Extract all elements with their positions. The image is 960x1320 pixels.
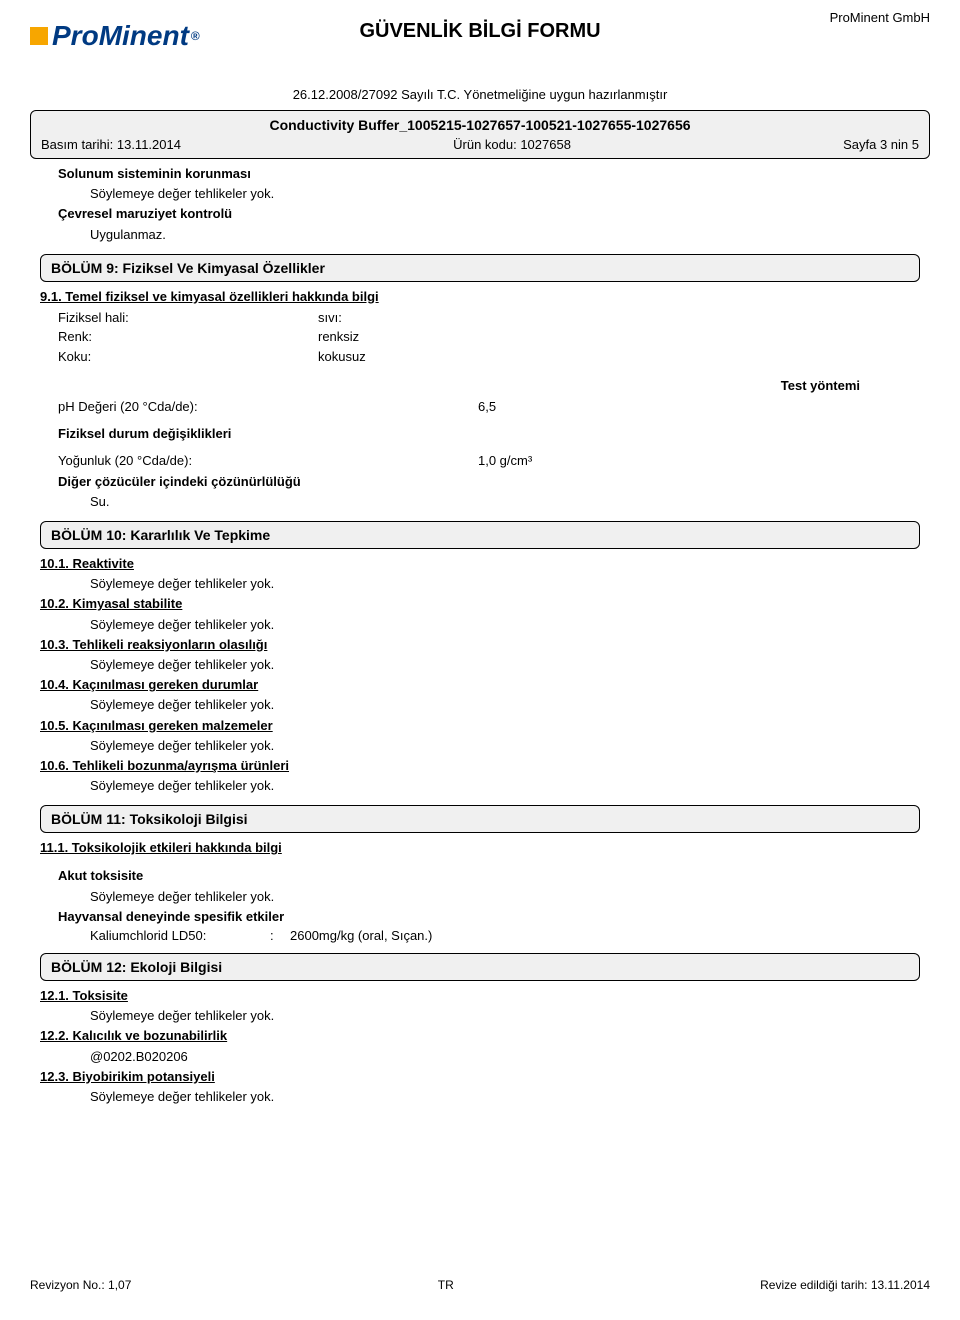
section-12-1: 12.1. Toksisite bbox=[40, 987, 920, 1005]
section-12-header: BÖLÜM 12: Ekoloji Bilgisi bbox=[40, 953, 920, 981]
physical-state-label: Fiziksel hali: bbox=[58, 308, 318, 328]
page-number: Sayfa 3 nin 5 bbox=[843, 137, 919, 152]
section-10-6: 10.6. Tehlikeli bozunma/ayrışma ürünleri bbox=[40, 757, 920, 775]
footer-revised: Revize edildiği tarih: 13.11.2014 bbox=[760, 1278, 930, 1292]
regulation-line: 26.12.2008/27092 Sayılı T.C. Yönetmeliği… bbox=[30, 87, 930, 102]
physical-state-value: sıvı: bbox=[318, 308, 920, 328]
section-12-3: 12.3. Biyobirikim potansiyeli bbox=[40, 1068, 920, 1086]
acute-tox-heading: Akut toksisite bbox=[58, 867, 920, 885]
product-box: Conductivity Buffer_1005215-1027657-1005… bbox=[30, 110, 930, 159]
density-value: 1,0 g/cm³ bbox=[478, 451, 598, 471]
section-10-3: 10.3. Tehlikeli reaksiyonların olasılığı bbox=[40, 636, 920, 654]
footer-revision: Revizyon No.: 1,07 bbox=[30, 1278, 131, 1292]
ph-row: pH Değeri (20 °Cda/de): 6,5 bbox=[58, 397, 920, 417]
animal-heading: Hayvansal deneyinde spesifik etkiler bbox=[58, 908, 920, 926]
color-label: Renk: bbox=[58, 327, 318, 347]
s102-text: Söylemeye değer tehlikeler yok. bbox=[90, 616, 920, 634]
section-9-header: BÖLÜM 9: Fiziksel Ve Kimyasal Özellikler bbox=[40, 254, 920, 282]
respiratory-heading: Solunum sisteminin korunması bbox=[58, 165, 920, 183]
odor-value: kokusuz bbox=[318, 347, 920, 367]
respiratory-text: Söylemeye değer tehlikeler yok. bbox=[90, 185, 920, 203]
density-label: Yoğunluk (20 °Cda/de): bbox=[58, 451, 478, 471]
env-control-text: Uygulanmaz. bbox=[90, 226, 920, 244]
physical-state-row: Fiziksel hali: sıvı: bbox=[58, 308, 920, 328]
document-title: GÜVENLİK BİLGİ FORMU bbox=[30, 20, 930, 43]
section-11-1: 11.1. Toksikolojik etkileri hakkında bil… bbox=[40, 839, 920, 857]
s122-code: @0202.B020206 bbox=[90, 1048, 920, 1066]
s104-text: Söylemeye değer tehlikeler yok. bbox=[90, 696, 920, 714]
s103-text: Söylemeye değer tehlikeler yok. bbox=[90, 656, 920, 674]
issue-date: Basım tarihi: 13.11.2014 bbox=[41, 137, 181, 152]
content-area: Solunum sisteminin korunması Söylemeye d… bbox=[30, 159, 930, 1106]
ph-label: pH Değeri (20 °Cda/de): bbox=[58, 397, 478, 417]
s121-text: Söylemeye değer tehlikeler yok. bbox=[90, 1007, 920, 1025]
page-container: ProMinent® GÜVENLİK BİLGİ FORMU ProMinen… bbox=[0, 0, 960, 1300]
s106-text: Söylemeye değer tehlikeler yok. bbox=[90, 777, 920, 795]
acute-tox-text: Söylemeye değer tehlikeler yok. bbox=[90, 888, 920, 906]
section-10-2: 10.2. Kimyasal stabilite bbox=[40, 595, 920, 613]
title-block: GÜVENLİK BİLGİ FORMU bbox=[30, 20, 930, 43]
ph-value: 6,5 bbox=[478, 397, 598, 417]
density-row: Yoğunluk (20 °Cda/de): 1,0 g/cm³ bbox=[58, 451, 920, 471]
ld50-row: Kaliumchlorid LD50: : 2600mg/kg (oral, S… bbox=[90, 928, 920, 943]
solubility-text: Su. bbox=[90, 493, 920, 511]
product-meta: Basım tarihi: 13.11.2014 Ürün kodu: 1027… bbox=[41, 137, 919, 152]
env-control-heading: Çevresel maruziyet kontrolü bbox=[58, 205, 920, 223]
ld50-label: Kaliumchlorid LD50: bbox=[90, 928, 270, 943]
odor-row: Koku: kokusuz bbox=[58, 347, 920, 367]
section-11-header: BÖLÜM 11: Toksikoloji Bilgisi bbox=[40, 805, 920, 833]
section-10-5: 10.5. Kaçınılması gereken malzemeler bbox=[40, 717, 920, 735]
company-name: ProMinent GmbH bbox=[830, 10, 930, 25]
product-name: Conductivity Buffer_1005215-1027657-1005… bbox=[41, 117, 919, 133]
section-10-4: 10.4. Kaçınılması gereken durumlar bbox=[40, 676, 920, 694]
header-row: ProMinent® GÜVENLİK BİLGİ FORMU ProMinen… bbox=[30, 20, 930, 52]
color-value: renksiz bbox=[318, 327, 920, 347]
footer: Revizyon No.: 1,07 TR Revize edildiği ta… bbox=[30, 1278, 930, 1292]
section-9-1: 9.1. Temel fiziksel ve kimyasal özellikl… bbox=[40, 288, 920, 306]
product-code: Ürün kodu: 1027658 bbox=[453, 137, 571, 152]
ld50-value: 2600mg/kg (oral, Sıçan.) bbox=[290, 928, 432, 943]
s123-text: Söylemeye değer tehlikeler yok. bbox=[90, 1088, 920, 1106]
section-10-header: BÖLÜM 10: Kararlılık Ve Tepkime bbox=[40, 521, 920, 549]
s101-text: Söylemeye değer tehlikeler yok. bbox=[90, 575, 920, 593]
ld50-sep: : bbox=[270, 928, 290, 943]
phys-changes-heading: Fiziksel durum değişiklikleri bbox=[58, 425, 920, 443]
test-method-header: Test yöntemi bbox=[40, 378, 920, 393]
section-12-2: 12.2. Kalıcılık ve bozunabilirlik bbox=[40, 1027, 920, 1045]
s105-text: Söylemeye değer tehlikeler yok. bbox=[90, 737, 920, 755]
footer-country: TR bbox=[438, 1278, 454, 1292]
odor-label: Koku: bbox=[58, 347, 318, 367]
color-row: Renk: renksiz bbox=[58, 327, 920, 347]
section-10-1: 10.1. Reaktivite bbox=[40, 555, 920, 573]
solubility-heading: Diğer çözücüler içindeki çözünürlülüğü bbox=[58, 473, 920, 491]
